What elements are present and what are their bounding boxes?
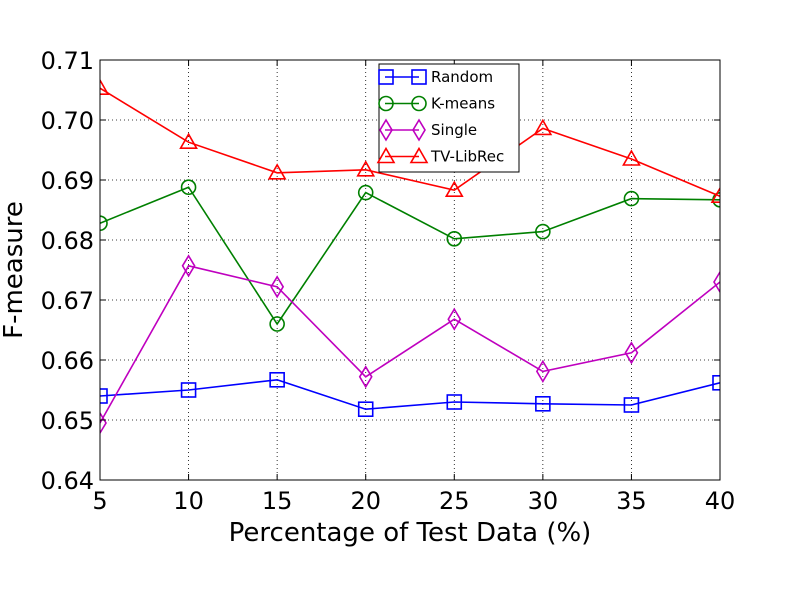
x-tick-label: 35 [616,487,647,515]
data-point-tv-librec [533,118,553,136]
data-point-tv-librec [710,186,720,203]
data-point-k-means [100,215,108,231]
data-point-random [446,394,463,410]
data-point-tv-librec [356,160,376,177]
legend-box [378,63,520,173]
data-point-tv-librec [179,132,198,149]
series-line-tv-librec [100,87,720,197]
data-point-single [270,275,285,299]
legend-entry-tv-librec: TV-LibRec [376,146,504,166]
data-point-random [535,395,551,412]
grid [100,60,720,480]
series-single [100,254,720,435]
legend-label: Single [431,121,477,139]
data-point-k-means [623,190,640,207]
data-point-random [180,382,197,398]
data-point-single [713,270,720,294]
series-line-k-means [100,186,720,326]
data-point-k-means [357,184,374,201]
series-tv-librec [100,78,720,203]
data-point-random [269,371,285,388]
y-tick-label: 0.67 [41,287,94,315]
data-point-tv-librec [100,78,110,95]
y-tick-label: 0.65 [41,407,94,435]
data-point-k-means [180,179,197,195]
data-point-single [447,307,462,331]
legend-entry-k-means: K-means [378,95,495,113]
data-point-single [181,254,196,278]
series-line-random [100,378,720,411]
plot-frame [99,59,721,481]
legend-label: Random [431,68,493,86]
legend: Random K-means Single TV-LibRec [376,63,520,173]
x-tick-label: 10 [173,487,204,515]
legend-entry-random: Random [378,68,493,86]
legend-label: K-means [431,95,495,113]
data-point-random [100,388,108,404]
x-tick-label: 15 [262,487,293,515]
data-point-single [535,359,550,383]
x-axis-label: Percentage of Test Data (%) [229,518,592,548]
data-point-single [358,365,373,389]
legend-marker [379,118,393,142]
data-point-random [712,374,720,391]
data-point-random [623,397,640,413]
legend-entry-single: Single [379,118,477,142]
series-group [100,78,720,435]
y-tick-label: 0.69 [41,167,94,195]
data-point-k-means [269,316,285,332]
data-point-k-means [535,223,551,240]
y-tick-label: 0.64 [41,467,94,495]
series-line-single [100,264,720,424]
data-point-tv-librec [267,163,287,180]
legend-marker [378,95,394,112]
ticks: 5 10 15 20 25 30 35 40 0.64 0.65 0.66 0.67 0.68 0.69 0… [41,47,736,515]
x-tick-label: 40 [705,487,736,515]
x-tick-label: 25 [439,487,470,515]
y-tick-label: 0.68 [41,227,94,255]
y-tick-label: 0.66 [41,347,94,375]
legend-marker [376,146,396,164]
data-point-tv-librec [622,149,641,166]
data-point-k-means [446,231,463,247]
legend-marker [378,69,394,85]
y-tick-label: 0.71 [41,47,94,75]
data-point-tv-librec [444,180,464,197]
y-tick-label: 0.70 [41,107,94,135]
data-point-random [357,401,374,418]
legend-marker [411,69,427,85]
y-axis-label: F-measure [0,201,29,339]
series-random [100,371,720,418]
x-tick-label: 30 [528,487,559,515]
legend-marker [412,118,426,142]
data-point-single [624,341,639,365]
legend-label: TV-LibRec [430,148,504,166]
x-tick-label: 20 [350,487,381,515]
legend-marker [411,95,427,112]
x-tick-label: 5 [92,487,107,515]
legend-marker [409,146,429,164]
